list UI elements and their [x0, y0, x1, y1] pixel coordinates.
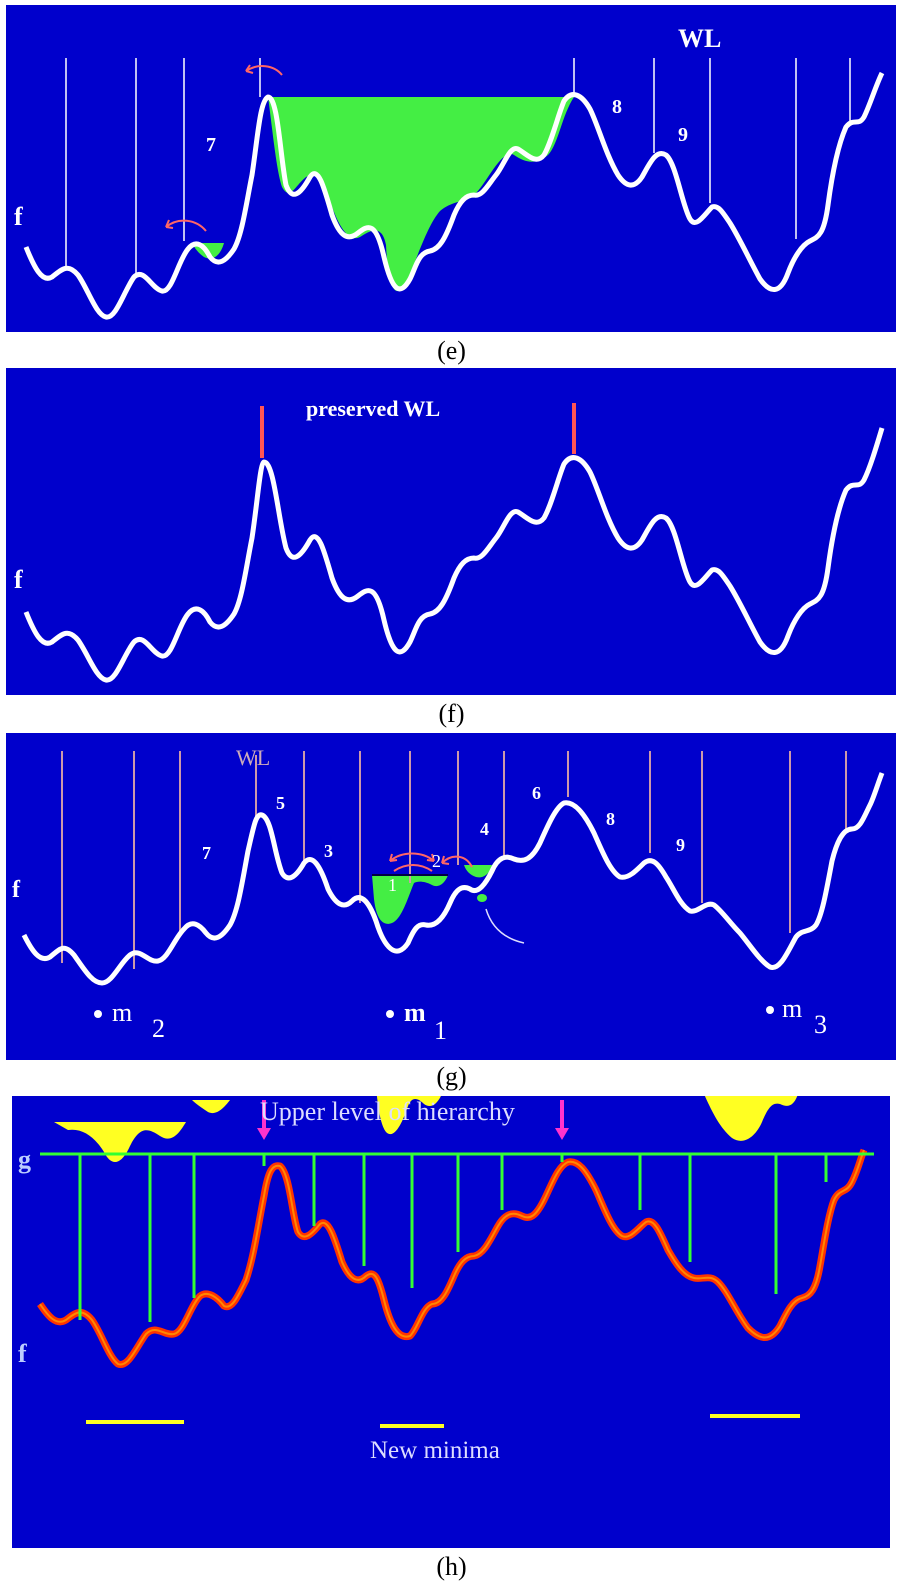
minimum-label: m: [404, 998, 426, 1027]
preserved-wl-markers: [260, 403, 576, 458]
panel-e-graphic: f WL 7 8 9: [14, 24, 885, 320]
minimum-dot: [94, 1010, 102, 1018]
region-number: 9: [676, 835, 685, 855]
caption-g: (g): [436, 1062, 467, 1091]
region-number: 7: [206, 134, 216, 156]
panel-h-graphic: g f Upper level of hierarchy New minima: [18, 1096, 874, 1464]
f-label: f: [12, 877, 21, 903]
function-curve-inner: [39, 1149, 865, 1366]
merge-arrow-icon: [389, 852, 435, 862]
hierarchy-arrows: [257, 1100, 569, 1140]
new-minima-label: New minima: [370, 1437, 500, 1464]
minimum-subscript: 3: [814, 1010, 827, 1039]
region-number: 8: [612, 96, 622, 118]
down-arrow-icon: [257, 1128, 271, 1140]
f-label: f: [14, 565, 23, 594]
wl-label: WL: [678, 24, 721, 53]
yellow-basins: [54, 1096, 798, 1163]
panel-f: f preserved WL: [6, 368, 896, 695]
minimum-label: m: [782, 994, 802, 1023]
watershed-threads: [65, 58, 851, 275]
minimum-subscript: 2: [152, 1014, 165, 1043]
merge-arrows: [389, 852, 525, 944]
region-number: 2: [432, 851, 441, 871]
region-number: 1: [388, 875, 397, 895]
caption-h: (h): [436, 1552, 467, 1581]
minimum-label: m: [112, 998, 132, 1027]
wl-label: WL: [236, 745, 270, 770]
preserved-wl-title: preserved WL: [306, 396, 440, 421]
minimum-dot: [766, 1006, 774, 1014]
function-curve: [23, 71, 885, 320]
overflow-arrows: [165, 64, 283, 232]
overflow-arrow-icon: [165, 219, 207, 232]
green-verticals: [78, 1154, 828, 1322]
flooded-basin-large: [268, 97, 574, 292]
region-number: 6: [532, 783, 541, 803]
region-number: 9: [678, 124, 688, 146]
panel-h: g f Upper level of hierarchy New minima: [12, 1096, 890, 1548]
minimum-dot: [386, 1010, 394, 1018]
upper-level-label: Upper level of hierarchy: [260, 1097, 515, 1126]
panel-f-graphic: f preserved WL: [14, 396, 885, 683]
panel-e: f WL 7 8 9: [6, 5, 896, 332]
overflow-arrow-icon: [441, 855, 473, 868]
merge-arrow-icon: [393, 864, 433, 872]
drop-arrow-icon: [485, 908, 525, 944]
flooded-basin-m1: [372, 875, 448, 924]
new-drop-icon: [477, 894, 487, 902]
watershed-threads: [61, 751, 847, 969]
region-number: 8: [606, 809, 615, 829]
minimum-subscript: 1: [434, 1016, 447, 1045]
f-label: f: [18, 1339, 27, 1368]
g-label: g: [18, 1145, 31, 1174]
region-number: 4: [480, 819, 489, 839]
caption-f: (f): [438, 699, 465, 728]
function-curve: [21, 772, 885, 986]
new-minima-bars: [86, 1414, 800, 1428]
panel-g-graphic: m 2 m 1 m 3 f WL 7 5 3 1 2 4 6 8 9: [12, 745, 885, 1045]
down-arrow-icon: [555, 1128, 569, 1140]
caption-e: (e): [437, 336, 466, 365]
function-curve: [23, 427, 885, 683]
panel-g: m 2 m 1 m 3 f WL 7 5 3 1 2 4 6 8 9: [6, 733, 896, 1060]
flooded-basin-2: [464, 865, 492, 878]
region-number: 7: [202, 843, 211, 863]
overflow-arrow-icon: [245, 65, 283, 76]
region-number: 3: [324, 841, 333, 861]
region-number: 5: [276, 793, 285, 813]
f-label: f: [14, 202, 23, 231]
